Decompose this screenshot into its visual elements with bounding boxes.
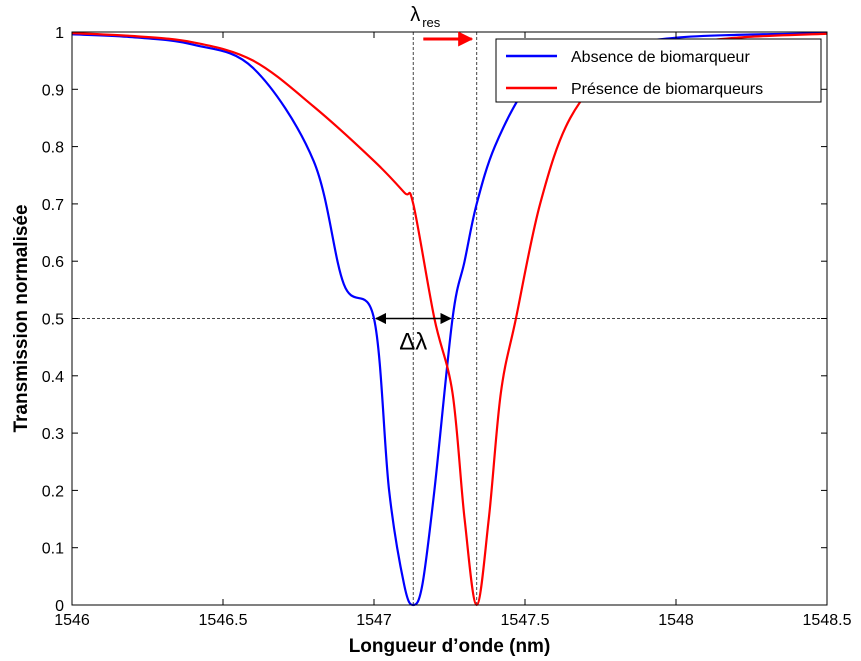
y-tick-label: 0.6 xyxy=(42,254,64,271)
y-tick-label: 0 xyxy=(55,598,64,615)
x-tick-label: 1546 xyxy=(54,612,90,629)
legend-label-presence: Présence de biomarqueurs xyxy=(571,81,763,98)
y-tick-label: 0.9 xyxy=(42,82,64,99)
delta-lambda-label: Δλ xyxy=(399,329,427,356)
x-axis: 1546 1546.5 1547 1547.5 1548 1548.5 xyxy=(54,32,852,629)
y-tick-label: 0.5 xyxy=(42,312,64,329)
legend-box xyxy=(495,38,822,103)
lambda-res-subscript: res xyxy=(422,15,441,30)
x-tick-label: 1547 xyxy=(356,612,392,629)
legend-label-absence: Absence de biomarqueur xyxy=(571,49,750,66)
x-axis-label: Longueur d’onde (nm) xyxy=(349,636,551,657)
x-tick-label: 1548.5 xyxy=(803,612,852,629)
y-tick-label: 0.7 xyxy=(42,197,64,214)
y-tick-label: 0.4 xyxy=(42,369,64,386)
lambda-res-label: λ xyxy=(410,4,420,26)
x-tick-label: 1547.5 xyxy=(501,612,550,629)
y-tick-label: 0.3 xyxy=(42,426,64,443)
y-axis-label: Transmission normalisée xyxy=(11,204,32,432)
y-axis: 0 0.1 0.2 0.3 0.4 0.5 0.6 0.7 0.8 0.9 1 xyxy=(42,25,827,615)
x-tick-label: 1548 xyxy=(658,612,694,629)
y-tick-label: 0.1 xyxy=(42,541,64,558)
y-tick-label: 0.8 xyxy=(42,140,64,157)
y-tick-label: 1 xyxy=(55,25,64,42)
annotations: Δλ λ res xyxy=(374,4,474,356)
legend: Absence de biomarqueur Présence de bioma… xyxy=(495,38,822,103)
x-tick-label: 1546.5 xyxy=(199,612,248,629)
y-tick-label: 0.2 xyxy=(42,483,64,500)
